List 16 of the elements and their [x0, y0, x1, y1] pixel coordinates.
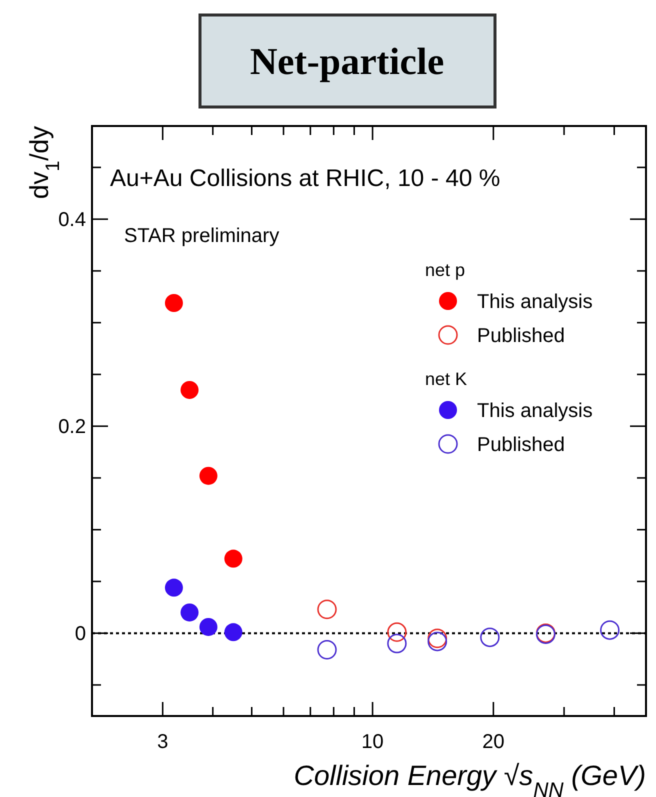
y-tick-label: 0 [74, 623, 86, 646]
chart-title: Net-particle [250, 41, 444, 83]
y-tick-label: 0.2 [58, 416, 86, 438]
x-tick-label: 3 [157, 731, 168, 753]
annotation: STAR preliminary [124, 225, 280, 247]
x-tick-label: 10 [361, 731, 384, 753]
legend-label: Published [477, 325, 565, 347]
annotation: Au+Au Collisions at RHIC, 10 - 40 % [110, 165, 500, 192]
legend-label: This analysis [477, 291, 593, 313]
x-axis-title: Collision Energy √s$_{NN}$ (GeV) [294, 760, 646, 797]
annotation: net p [425, 260, 466, 280]
legend-label: Published [477, 434, 565, 456]
legend-label: This analysis [477, 400, 593, 422]
x-tick-label: 20 [482, 731, 505, 753]
y-tick-label: 0.4 [58, 209, 86, 232]
annotation: net K [425, 369, 468, 389]
